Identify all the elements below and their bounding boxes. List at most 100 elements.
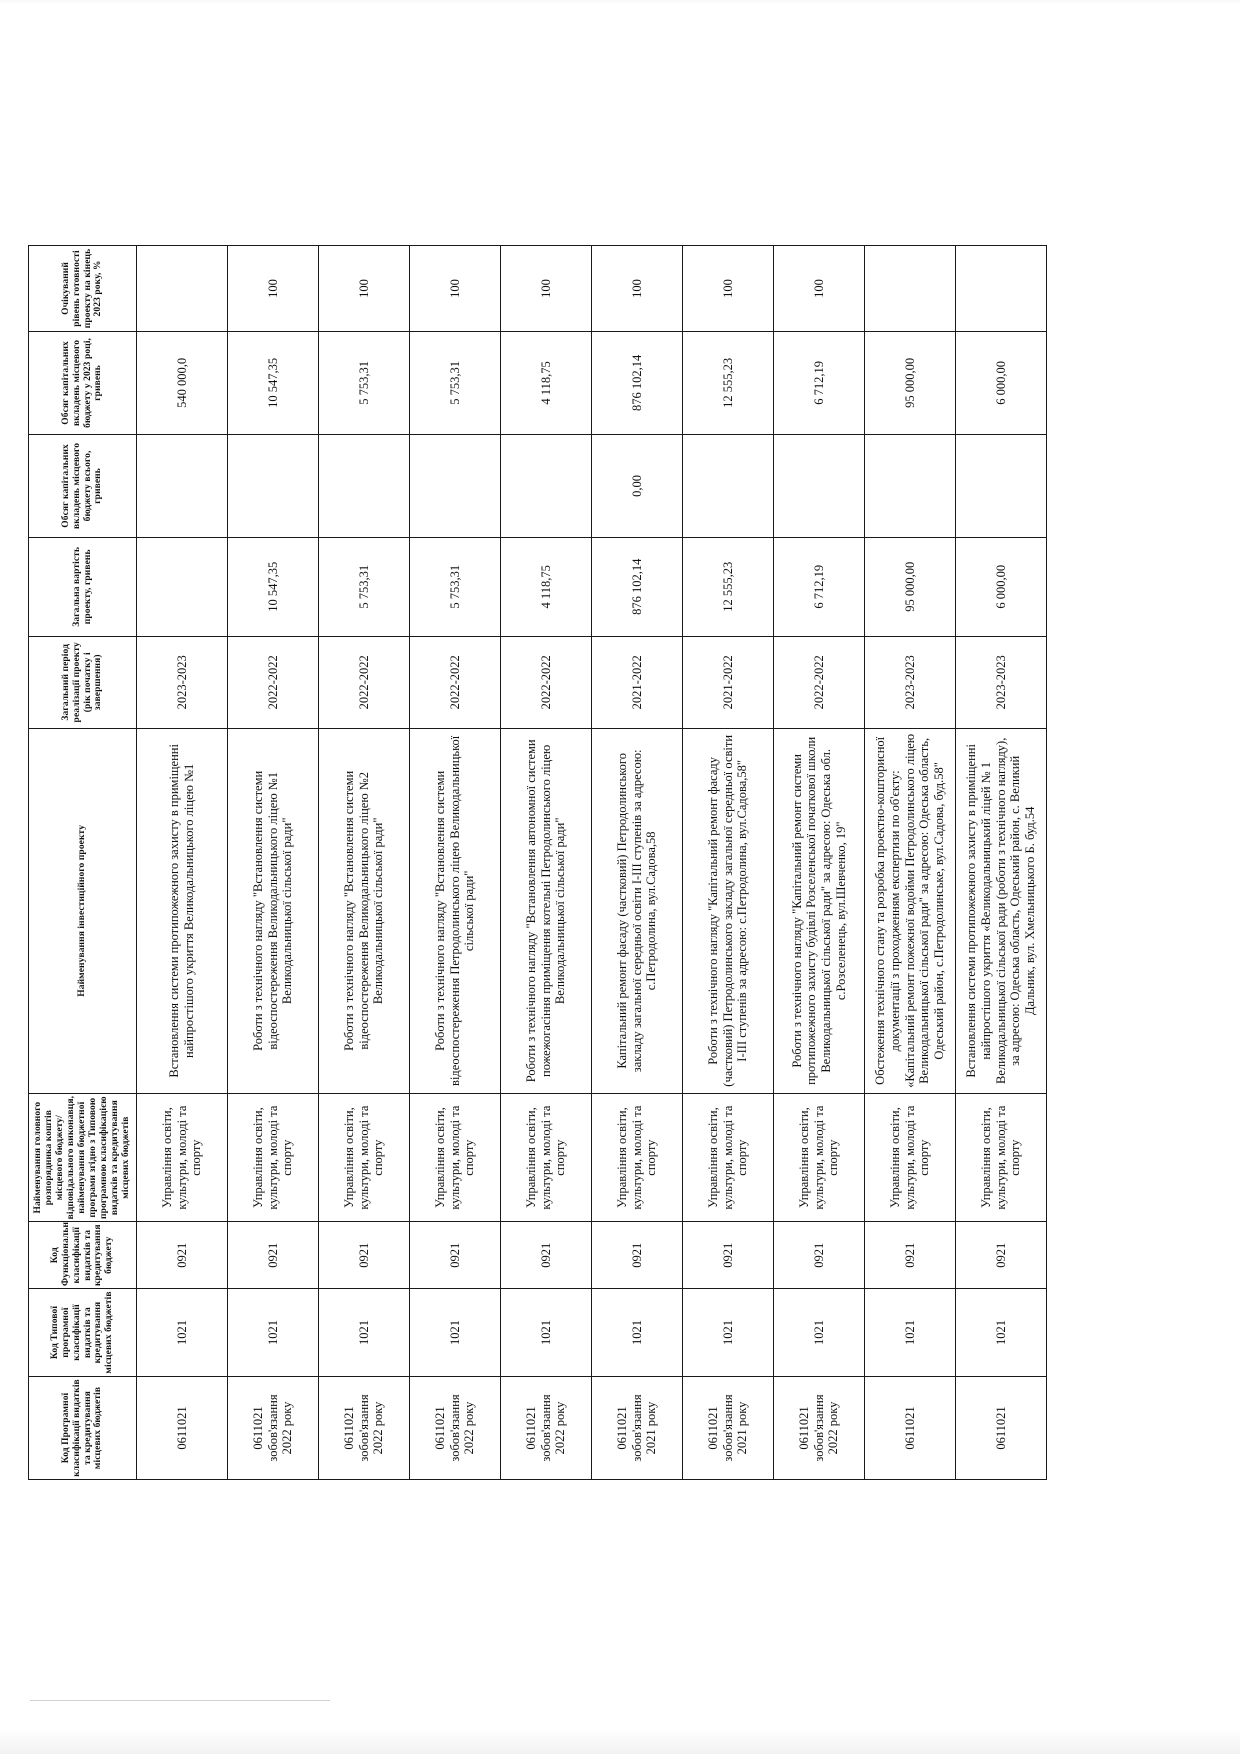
cell-readiness: 100 <box>682 245 774 332</box>
cell-typical-code: 1021 <box>500 1288 592 1377</box>
cell-total-cost: 4 118,75 <box>500 537 592 637</box>
cell-manager-name: Управління освіти, культури, молоді та с… <box>500 1093 592 1222</box>
cell-total-cost: 10 547,35 <box>227 537 319 637</box>
cell-capital-2023: 12 555,23 <box>682 331 774 435</box>
header-readiness: Очікуваний рівень готовності проекту на … <box>28 245 137 332</box>
table-row: 0611021 зобов'язання 2022 року 1021 0921 Уп… <box>227 245 319 1480</box>
cell-program-code: 0611021 зобов'язання 2022 року <box>227 1376 319 1480</box>
cell-program-code: 0611021 зобов'язання 2022 року <box>773 1376 865 1480</box>
table-header-row: Код Програмної класифікації видатків та … <box>28 245 137 1480</box>
investment-projects-table: Код Програмної класифікації видатків та … <box>28 245 1047 1480</box>
cell-capital-all <box>409 434 501 538</box>
cell-period: 2021-2022 <box>591 636 683 729</box>
header-typical-code: Код Типової програмної класифікації вида… <box>28 1288 137 1377</box>
cell-functional-code: 0921 <box>773 1222 865 1289</box>
cell-program-code: 0611021 <box>136 1376 228 1480</box>
header-total-cost: Загальна вартість проекту, гривень <box>28 537 137 637</box>
cell-period: 2022-2022 <box>318 636 410 729</box>
cell-period: 2023-2023 <box>955 636 1047 729</box>
cell-readiness: 100 <box>500 245 592 332</box>
cell-capital-all <box>955 434 1047 538</box>
cell-functional-code: 0921 <box>864 1222 956 1289</box>
cell-program-code: 0611021 зобов'язання 2022 року <box>318 1376 410 1480</box>
cell-manager-name: Управління освіти, культури, молоді та с… <box>409 1093 501 1222</box>
cell-total-cost <box>136 537 228 637</box>
header-period: Загальний період реалізації проекту (рік… <box>28 636 137 729</box>
table-row: 0611021 зобов'язання 2021 року 1021 0921 Уп… <box>682 245 774 1480</box>
cell-capital-all <box>773 434 865 538</box>
header-program-code: Код Програмної класифікації видатків та … <box>28 1376 137 1480</box>
cell-period: 2023-2023 <box>136 636 228 729</box>
cell-capital-all: 0,00 <box>591 434 683 538</box>
cell-project-name: Роботи з технічного нагляду "Встановленн… <box>227 728 319 1094</box>
cell-readiness <box>955 245 1047 332</box>
cell-functional-code: 0921 <box>318 1222 410 1289</box>
header-functional-code: Код Функціональної класифікації видатків… <box>28 1222 137 1289</box>
cell-manager-name: Управління освіти, культури, молоді та с… <box>682 1093 774 1222</box>
header-capital-2023: Обсяг капітальних вкладень місцевого бюд… <box>28 331 137 435</box>
cell-total-cost: 12 555,23 <box>682 537 774 637</box>
cell-typical-code: 1021 <box>227 1288 319 1377</box>
cell-functional-code: 0921 <box>227 1222 319 1289</box>
cell-program-code: 0611021 зобов'язання 2021 року <box>682 1376 774 1480</box>
scan-edge-bottom <box>0 1728 1240 1754</box>
cell-capital-2023: 5 753,31 <box>318 331 410 435</box>
cell-manager-name: Управління освіти, культури, молоді та с… <box>227 1093 319 1222</box>
cell-project-name: Роботи з технічного нагляду "Капітальний… <box>682 728 774 1094</box>
cell-capital-all <box>227 434 319 538</box>
cell-period: 2022-2022 <box>773 636 865 729</box>
cell-typical-code: 1021 <box>136 1288 228 1377</box>
cell-project-name: Роботи з технічного нагляду "Капітальний… <box>773 728 865 1094</box>
cell-total-cost: 6 000,00 <box>955 537 1047 637</box>
cell-functional-code: 0921 <box>591 1222 683 1289</box>
cell-typical-code: 1021 <box>318 1288 410 1377</box>
table-row: 0611021 зобов'язання 2022 року 1021 0921 Уп… <box>773 245 865 1480</box>
cell-capital-2023: 10 547,35 <box>227 331 319 435</box>
cell-typical-code: 1021 <box>864 1288 956 1377</box>
cell-capital-2023: 6 000,00 <box>955 331 1047 435</box>
table-row: 0611021 1021 0921 Управління освіти, культу… <box>864 245 956 1480</box>
cell-project-name: Роботи з технічного нагляду "Встановленн… <box>318 728 410 1094</box>
cell-total-cost: 6 712,19 <box>773 537 865 637</box>
cell-manager-name: Управління освіти, культури, молоді та с… <box>773 1093 865 1222</box>
cell-program-code: 0611021 зобов'язання 2022 року <box>409 1376 501 1480</box>
table-row: 0611021 зобов'язання 2022 року 1021 0921 Уп… <box>409 245 501 1480</box>
cell-manager-name: Управління освіти, культури, молоді та с… <box>955 1093 1047 1222</box>
cell-manager-name: Управління освіти, культури, молоді та с… <box>318 1093 410 1222</box>
cell-capital-2023: 6 712,19 <box>773 331 865 435</box>
cell-project-name: Роботи з технічного нагляду "Встановленн… <box>409 728 501 1094</box>
rotated-table-wrapper: Код Програмної класифікації видатків та … <box>28 245 1047 1480</box>
cell-project-name: Капітальний ремонт фасаду (частковий) Пе… <box>591 728 683 1094</box>
cell-program-code: 0611021 <box>955 1376 1047 1480</box>
cell-readiness: 100 <box>227 245 319 332</box>
cell-total-cost: 5 753,31 <box>409 537 501 637</box>
cell-total-cost: 95 000,00 <box>864 537 956 637</box>
table-body: 0611021 1021 0921 Управління освіти, культу… <box>136 245 1047 1480</box>
cell-capital-2023: 4 118,75 <box>500 331 592 435</box>
cell-capital-all <box>864 434 956 538</box>
cell-typical-code: 1021 <box>773 1288 865 1377</box>
scan-edge-top <box>0 0 1240 4</box>
cell-capital-2023: 540 000,0 <box>136 331 228 435</box>
table-row: 0611021 зобов'язання 2022 року 1021 0921 Уп… <box>500 245 592 1480</box>
cell-period: 2022-2022 <box>227 636 319 729</box>
cell-readiness <box>864 245 956 332</box>
cell-project-name: Обстеження технічного стану та розробка … <box>864 728 956 1094</box>
cell-capital-2023: 95 000,00 <box>864 331 956 435</box>
table-row: 0611021 зобов'язання 2022 року 1021 0921 Уп… <box>318 245 410 1480</box>
cell-functional-code: 0921 <box>682 1222 774 1289</box>
cell-capital-2023: 876 102,14 <box>591 331 683 435</box>
cell-period: 2021-2022 <box>682 636 774 729</box>
cell-capital-all <box>500 434 592 538</box>
cell-project-name: Встановлення системи протипожежного захи… <box>955 728 1047 1094</box>
cell-typical-code: 1021 <box>955 1288 1047 1377</box>
cell-readiness: 100 <box>409 245 501 332</box>
table-row: 0611021 1021 0921 Управління освіти, культу… <box>955 245 1047 1480</box>
cell-readiness: 100 <box>591 245 683 332</box>
cell-typical-code: 1021 <box>409 1288 501 1377</box>
cell-typical-code: 1021 <box>682 1288 774 1377</box>
cell-manager-name: Управління освіти, культури, молоді та с… <box>136 1093 228 1222</box>
cell-program-code: 0611021 зобов'язання 2021 року <box>591 1376 683 1480</box>
table-row: 0611021 зобов'язання 2021 року 1021 0921 Уп… <box>591 245 683 1480</box>
cell-functional-code: 0921 <box>955 1222 1047 1289</box>
